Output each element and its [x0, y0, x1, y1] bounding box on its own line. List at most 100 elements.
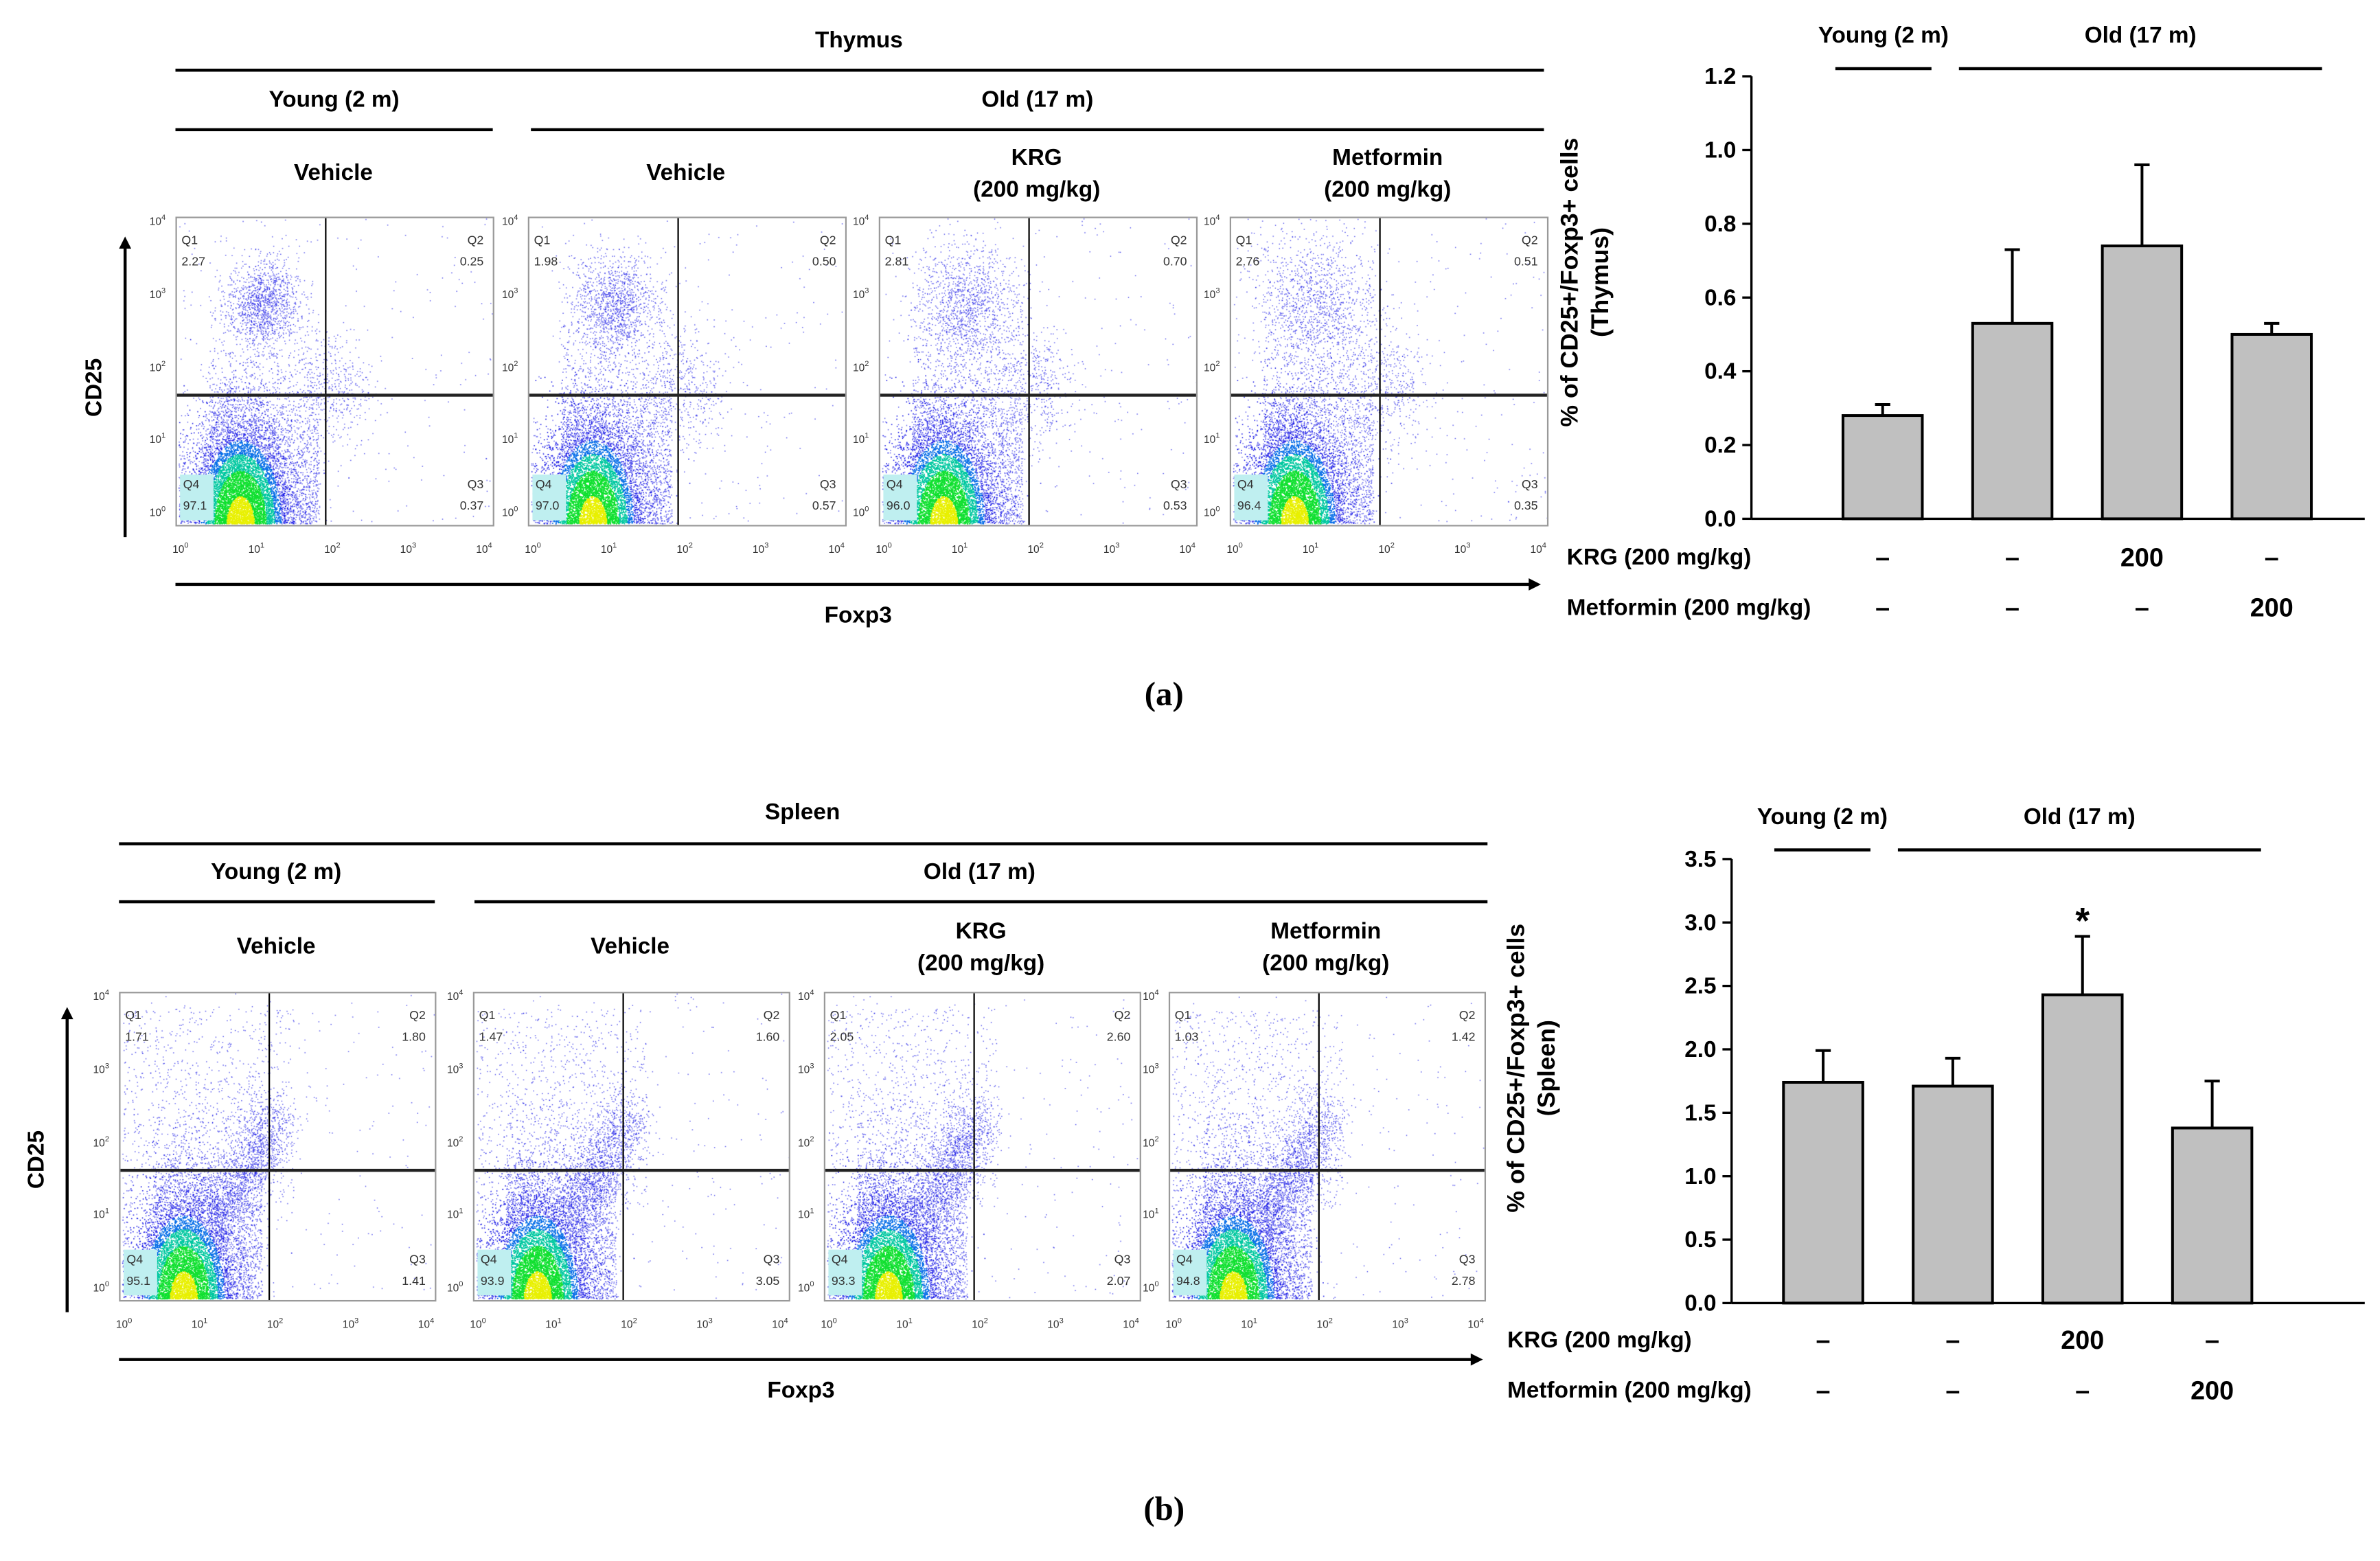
treatment-dose: –	[2264, 543, 2279, 573]
tick-exponent: 1	[613, 541, 617, 551]
tick-exponent: 4	[514, 214, 518, 223]
q2-value: 2.60	[1106, 1029, 1131, 1044]
q4-name: Q4	[535, 477, 552, 492]
plot-title: KRG	[1011, 145, 1062, 171]
bar	[2041, 993, 2124, 1305]
tick-exponent: 1	[1215, 432, 1220, 442]
tick-exponent: 0	[536, 541, 541, 551]
y-tick-label: 0.0	[1704, 507, 1736, 532]
bar	[2171, 1126, 2254, 1305]
tick-base: 10	[896, 1320, 908, 1332]
tick-base: 10	[1204, 363, 1216, 374]
tick-exponent: 4	[1191, 541, 1195, 551]
x-tick-label: 104	[828, 542, 845, 556]
y-tick-label: 100	[853, 505, 869, 519]
tick-exponent: 3	[411, 541, 417, 551]
tick-base: 10	[446, 1284, 459, 1295]
tick-base: 10	[115, 1320, 128, 1332]
y-tick-label: 101	[1204, 432, 1220, 446]
tick-exponent: 1	[963, 541, 968, 551]
tick-base: 10	[149, 217, 162, 228]
tick-base: 10	[1047, 1320, 1060, 1332]
q3-name: Q3	[467, 477, 484, 492]
quadrant-horizontal-line	[120, 1168, 435, 1172]
tick-base: 10	[798, 1138, 810, 1149]
q4-name: Q4	[183, 477, 200, 492]
tick-base: 10	[1392, 1320, 1404, 1332]
flow-cytometry-plot: Q1 2.27 Q2 0.25 Q4 97.1 Q3 0.37	[175, 216, 494, 527]
x-tick-label: 101	[952, 542, 968, 556]
tick-exponent: 1	[260, 541, 265, 551]
tick-base: 10	[248, 545, 260, 556]
y-tick-label: 103	[150, 286, 166, 301]
q4-name: Q4	[886, 477, 903, 492]
tick-base: 10	[951, 545, 964, 556]
x-tick-label: 103	[696, 1317, 713, 1331]
y-tick-label: 103	[1204, 286, 1220, 301]
x-tick-label: 100	[525, 542, 541, 556]
y-tick-label: 0.4	[1704, 359, 1737, 385]
x-tick-label: 101	[896, 1317, 913, 1331]
tick-exponent: 2	[1215, 359, 1220, 369]
x-tick-label: 103	[753, 542, 769, 556]
q3-value: 0.35	[1513, 499, 1538, 513]
chart-young-label: Young (2 m)	[1757, 804, 1888, 830]
tick-base: 10	[1454, 545, 1467, 556]
q1-value: 2.05	[829, 1029, 854, 1044]
tick-exponent: 4	[1215, 214, 1220, 223]
y-tick-label: 104	[1204, 214, 1220, 228]
tick-base: 10	[1143, 1284, 1155, 1295]
tick-exponent: 1	[1154, 1207, 1159, 1217]
tick-base: 10	[446, 992, 459, 1003]
tick-exponent: 2	[983, 1317, 988, 1326]
y-tick-label: 104	[798, 989, 814, 1003]
tick-exponent: 2	[688, 541, 693, 551]
tick-base: 10	[545, 1320, 558, 1332]
plot-title: Vehicle	[646, 160, 726, 187]
plot-title: Vehicle	[294, 160, 373, 187]
x-tick-label: 100	[876, 542, 892, 556]
tick-exponent: 2	[865, 359, 869, 369]
cd25-arrowhead	[60, 1007, 73, 1020]
tick-exponent: 3	[1154, 1061, 1159, 1071]
q1-value: 2.27	[181, 255, 206, 269]
treatment-dose: –	[1816, 1376, 1831, 1406]
tick-exponent: 1	[104, 1207, 110, 1217]
y-tick-label: 1.5	[1684, 1100, 1716, 1126]
q4-name: Q4	[831, 1253, 848, 1267]
treatment-dose: –	[1875, 593, 1890, 623]
tick-exponent: 0	[459, 1280, 464, 1290]
tick-base: 10	[621, 1320, 633, 1332]
y-tick-label: 102	[150, 359, 166, 374]
y-tick-label: 100	[1143, 1280, 1159, 1295]
tick-base: 10	[417, 1320, 431, 1332]
tick-exponent: 2	[336, 541, 341, 551]
tick-exponent: 2	[1390, 541, 1395, 551]
q3-value: 2.07	[1106, 1274, 1131, 1288]
y-tick-label: 104	[502, 214, 518, 228]
bar	[1971, 321, 2054, 521]
x-tick-label: 100	[1226, 542, 1243, 556]
tick-exponent: 4	[161, 214, 166, 223]
tick-base: 10	[149, 435, 162, 447]
bar	[1841, 414, 1924, 521]
x-tick-label: 102	[267, 1317, 284, 1331]
x-tick-label: 102	[676, 542, 693, 556]
tick-base: 10	[470, 1320, 482, 1332]
bar	[2230, 332, 2313, 521]
y-tick-label: 2.5	[1684, 974, 1716, 999]
q4-value: 95.1	[126, 1274, 151, 1288]
tick-exponent: 4	[783, 1317, 788, 1326]
tick-base: 10	[1027, 545, 1040, 556]
q4-highlight	[828, 1249, 862, 1296]
y-tick-label: 100	[1204, 505, 1220, 519]
q3-name: Q3	[409, 1253, 426, 1267]
tick-exponent: 4	[104, 988, 110, 999]
tick-base: 10	[400, 545, 412, 556]
flow-cytometry-plot: Q1 2.05 Q2 2.60 Q4 93.3 Q3 2.07	[823, 992, 1141, 1302]
x-tick-label: 104	[1530, 542, 1546, 556]
x-tick-label: 104	[476, 542, 492, 556]
foxp3-arrowhead	[1529, 578, 1542, 591]
tick-exponent: 4	[1154, 988, 1159, 999]
y-tick-label: 100	[502, 505, 518, 519]
